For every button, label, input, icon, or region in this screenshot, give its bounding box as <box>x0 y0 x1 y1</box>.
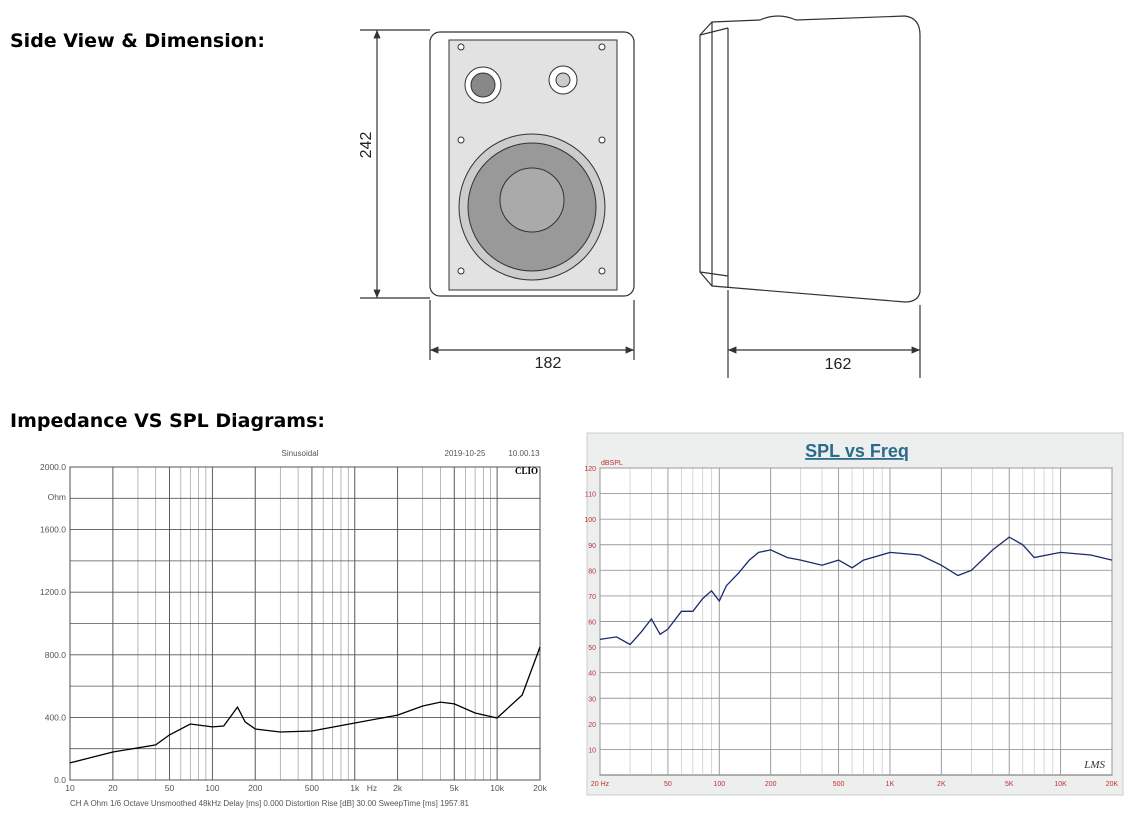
x-tick-label: 10K <box>1054 781 1067 788</box>
chart-footer: CH A Ohm 1/6 Octave Unsmoothed 48kHz Del… <box>70 799 470 808</box>
width-label: 182 <box>535 355 562 372</box>
y-unit-label: Ohm <box>48 492 66 502</box>
y-tick-label: 400.0 <box>45 712 67 722</box>
x-tick-label: 5k <box>450 783 460 793</box>
y-tick-label: 800.0 <box>45 650 67 660</box>
y-tick-label: 120 <box>584 466 596 473</box>
section-title: Impedance VS SPL Diagrams: <box>10 410 325 432</box>
x-tick-label: 500 <box>305 783 319 793</box>
x-tick-label: 20K <box>1106 781 1119 788</box>
y-tick-label: 90 <box>588 543 596 550</box>
x-tick-label: 20k <box>533 783 547 793</box>
y-tick-label: 1200.0 <box>40 587 66 597</box>
y-tick-label: 30 <box>588 696 596 703</box>
x-tick-label: 1K <box>886 781 895 788</box>
x-unit-label: Hz <box>367 783 377 793</box>
y-tick-label: 1600.0 <box>40 525 66 535</box>
dimension-lines <box>360 29 921 378</box>
y-tick-label: 60 <box>588 620 596 627</box>
x-tick-label: 100 <box>205 783 219 793</box>
y-tick-label: 100 <box>584 517 596 524</box>
x-tick-label: 10k <box>490 783 504 793</box>
front-view-drawing <box>429 31 635 297</box>
x-tick-label: 5K <box>1005 781 1014 788</box>
height-label: 242 <box>358 132 375 159</box>
y-tick-label: 0.0 <box>54 775 66 785</box>
charts: 10 20 50 100 200 500 1k 2k 5k 10k 20k 0.0 400.0 800.0… <box>40 441 1119 808</box>
y-tick-label: 80 <box>588 568 596 575</box>
data-line <box>69 646 541 764</box>
x-tick-label: 2k <box>393 783 403 793</box>
chart-date: 2019-10-25 <box>445 449 486 458</box>
chart-time: 10.00.13 <box>508 449 540 458</box>
data-line <box>599 536 1113 646</box>
y-tick-label: 50 <box>588 645 596 652</box>
chart-mode: Sinusoidal <box>282 449 319 458</box>
x-tick-label: 10 <box>65 783 75 793</box>
x-tick-label: 200 <box>248 783 262 793</box>
x-tick-label: 1k <box>350 783 360 793</box>
y-tick-label: 40 <box>588 671 596 678</box>
chart-title: SPL vs Freq <box>805 441 909 461</box>
y-tick-label: 20 <box>588 722 596 729</box>
y-tick-label: 70 <box>588 594 596 601</box>
depth-label: 162 <box>825 356 852 373</box>
x-tick-label: 20 Hz <box>591 781 610 788</box>
brand-label: CLIO <box>515 466 538 476</box>
y-tick-label: 10 <box>588 747 596 754</box>
x-tick-label: 100 <box>713 781 725 788</box>
y-tick-label: 2000.0 <box>40 462 66 472</box>
x-tick-label: 50 <box>664 781 672 788</box>
x-tick-label: 200 <box>765 781 777 788</box>
x-tick-label: 500 <box>833 781 845 788</box>
x-tick-label: 2K <box>937 781 946 788</box>
x-tick-label: 50 <box>165 783 175 793</box>
y-tick-label: 110 <box>585 492 596 499</box>
x-tick-label: 20 <box>108 783 118 793</box>
side-view-drawing <box>699 15 921 303</box>
section-title: Side View & Dimension: <box>10 30 265 52</box>
watermark: LMS <box>1083 759 1105 771</box>
y-unit-label: dBSPL <box>601 460 623 467</box>
